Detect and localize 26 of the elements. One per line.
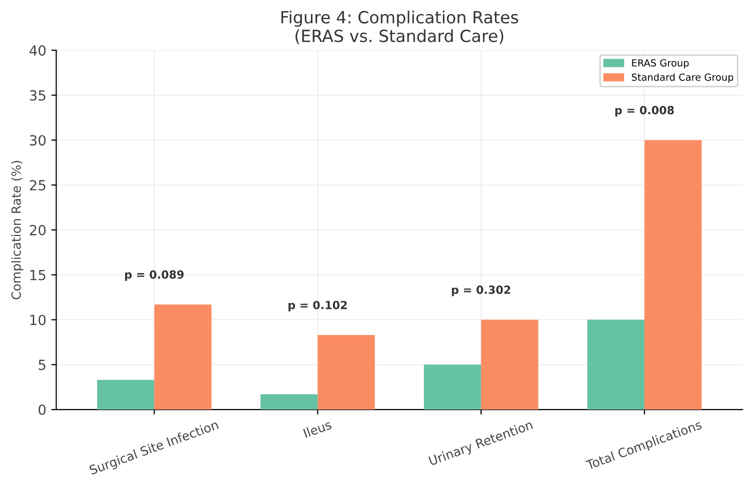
bar <box>424 364 482 410</box>
y-tick-label: 20 <box>30 224 46 236</box>
y-tick-label: 35 <box>30 90 46 101</box>
y-tick-label: 25 <box>30 180 46 190</box>
y-tick-label: 10 <box>30 314 46 326</box>
legend-label: ERAS Group <box>632 59 689 68</box>
bar <box>318 335 375 410</box>
annotation: p = 0.102 <box>288 300 347 312</box>
bar <box>587 320 644 410</box>
annotation: p = 0.302 <box>452 286 510 296</box>
y-tick-label: 30 <box>30 135 46 146</box>
annotation: p = 0.089 <box>125 270 184 281</box>
bar <box>154 304 212 410</box>
annotation: p = 0.008 <box>615 106 674 116</box>
y-axis-title: Complication Rate (%) <box>11 160 24 300</box>
y-tick-label: 40 <box>30 45 46 56</box>
x-tick-label: Ileus <box>303 419 332 438</box>
bar <box>97 380 154 410</box>
legend-label: Standard Care Group <box>632 73 734 83</box>
y-tick-label: 5 <box>38 360 46 370</box>
chart-title: Figure 4: Complication Rates (ERAS vs. Standard Care) <box>281 10 518 44</box>
y-tick-label: 15 <box>30 270 46 280</box>
bar <box>260 394 318 410</box>
bar <box>481 320 538 410</box>
bar <box>644 140 702 410</box>
y-tick-label: 0 <box>38 404 46 416</box>
